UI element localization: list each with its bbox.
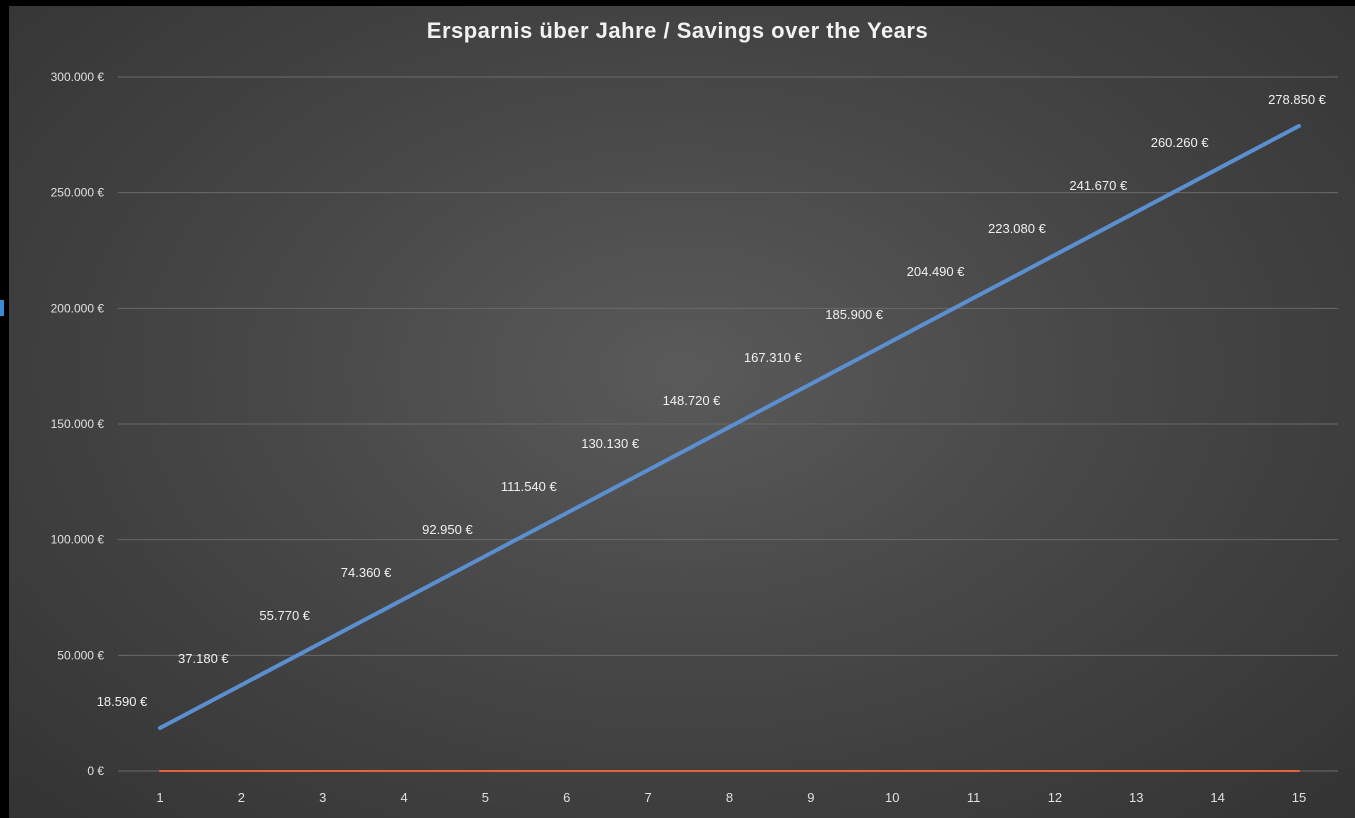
x-tick-label: 8	[726, 790, 733, 805]
x-tick-label: 15	[1292, 790, 1306, 805]
data-label: 111.540 €	[501, 479, 558, 494]
y-tick-label: 50.000 €	[57, 648, 104, 662]
x-tick-label: 11	[967, 790, 981, 805]
data-label: 74.360 €	[341, 565, 392, 580]
series-lines	[158, 123, 1301, 772]
x-tick-label: 12	[1048, 790, 1062, 805]
x-tick-label: 7	[645, 790, 652, 805]
x-tick-label: 14	[1210, 790, 1224, 805]
data-label: 148.720 €	[663, 393, 722, 408]
chart-title: Ersparnis über Jahre / Savings over the …	[426, 18, 929, 43]
x-tick-label: 10	[885, 790, 899, 805]
savings-series-line	[158, 123, 1301, 730]
data-label: 92.950 €	[422, 522, 473, 537]
x-tick-label: 4	[400, 790, 407, 805]
x-tick-label: 6	[563, 790, 570, 805]
x-tick-label: 2	[238, 790, 245, 805]
x-tick-label: 13	[1129, 790, 1143, 805]
data-label: 278.850 €	[1268, 92, 1327, 107]
data-label: 223.080 €	[988, 221, 1047, 236]
data-label: 55.770 €	[259, 608, 310, 623]
edge-marker	[0, 300, 4, 316]
data-label: 130.130 €	[581, 436, 640, 451]
x-tick-label: 3	[319, 790, 326, 805]
y-tick-label: 150.000 €	[51, 417, 105, 431]
x-tick-label: 5	[482, 790, 489, 805]
x-tick-label: 9	[807, 790, 814, 805]
y-tick-label: 200.000 €	[51, 301, 105, 315]
y-tick-label: 300.000 €	[51, 70, 105, 84]
data-label: 185.900 €	[825, 307, 884, 322]
data-labels: 18.590 € 37.180 € 55.770 € 74.360 € 92.950 €…	[97, 92, 1327, 709]
data-label: 167.310 €	[744, 350, 803, 365]
data-label: 18.590 €	[97, 694, 148, 709]
y-tick-label: 0 €	[87, 764, 104, 778]
gridlines	[118, 76, 1338, 772]
data-label: 241.670 €	[1069, 178, 1128, 193]
y-tick-label: 100.000 €	[51, 533, 105, 547]
data-label: 204.490 €	[907, 264, 966, 279]
x-tick-label: 1	[156, 790, 163, 805]
y-axis-ticks: 0 € 50.000 € 100.000 € 150.000 € 200.000 € 25…	[51, 70, 105, 778]
y-tick-label: 250.000 €	[51, 186, 105, 200]
data-label: 260.260 €	[1151, 135, 1210, 150]
chart-frame	[9, 6, 1355, 818]
data-label: 37.180 €	[178, 651, 229, 666]
x-axis-ticks: 1 2 3 4 5 6 7 8 9 10 11 12 13 14 15	[156, 790, 1306, 805]
